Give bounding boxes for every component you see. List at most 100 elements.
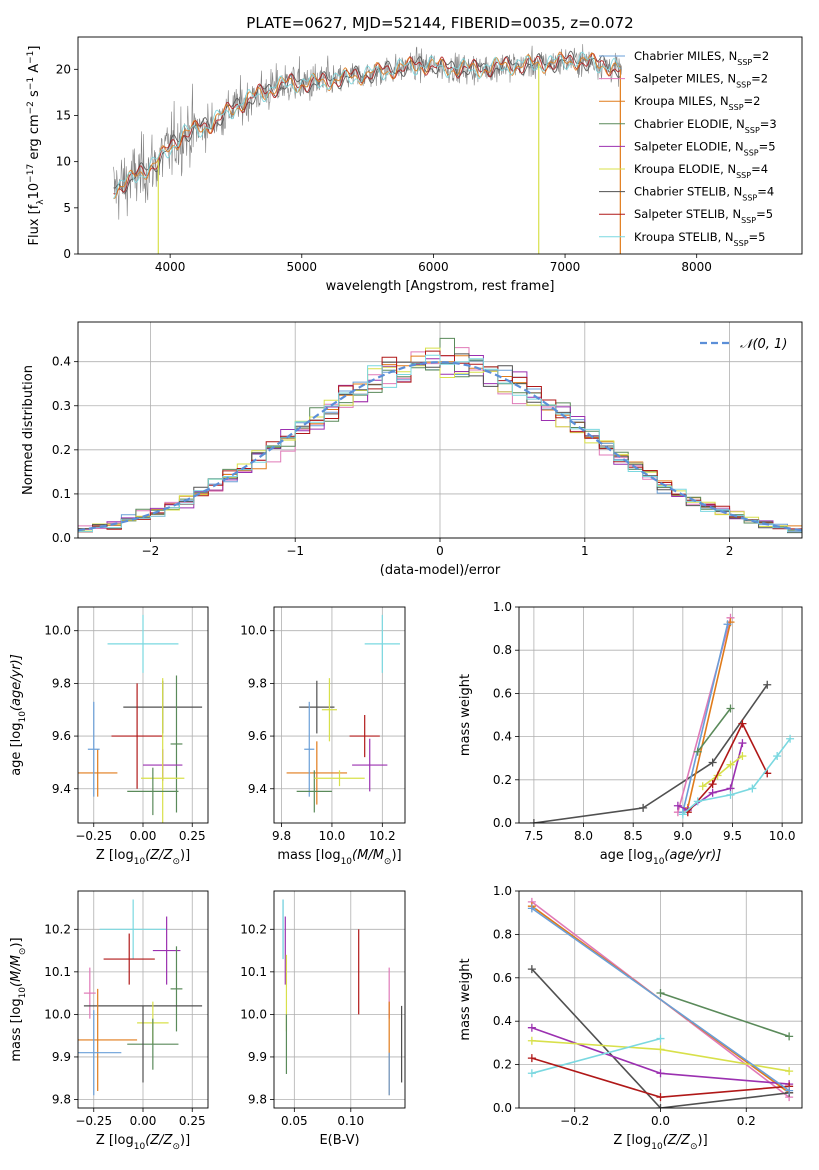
weight-marker [693,747,702,756]
axes-frame [77,890,209,1109]
x-axis-label: age [log10(age/yr)] [600,848,722,867]
legend-label: Salpeter STELIB, NSSP=5 [634,207,773,225]
y-tick-label: 10.0 [240,1007,267,1021]
y-axis-label: Flux [fλ10−17 erg cm−2 s−1 A−1] [26,46,46,246]
weight-line [531,1037,661,1075]
weight-marker [748,784,757,793]
y-axis-label: mass weight [458,674,473,756]
y-tick-label: 0.2 [493,1058,512,1072]
y-tick-label: 10.2 [240,922,267,936]
x-tick-label: 0.0 [651,1114,670,1128]
y-tick-label: 0.0 [493,816,512,830]
y-tick-label: 9.4 [52,782,71,796]
axes-age_Z: −0.25 0.00 0.25 9.4 9.6 9.8 10.0 Z [log10(Z/Z⊙)… [9,606,209,867]
weight-marker [785,1086,794,1095]
y-tick-label: 0.8 [493,927,512,941]
weight-marker [527,1036,536,1045]
y-tick-label: 0.4 [493,1014,512,1028]
legend: Chabrier MILES, NSSP=2 Salpeter MILES, NS… [599,49,777,247]
y-axis-label: age [log10(age/yr)] [9,654,28,776]
error-bars [78,899,203,1096]
y-tick-label: 20 [56,62,71,76]
y-tick-label: 10 [56,155,71,169]
weight-marker [529,819,538,823]
y-tick-label: 9.6 [52,729,71,743]
y-tick-label: 9.8 [248,1092,267,1106]
y-tick-label: 10.0 [44,1007,71,1021]
weight-line [682,738,791,816]
weight-marker [738,752,747,761]
y-tick-label: 5 [63,201,71,215]
legend-label: Chabrier MILES, NSSP=2 [634,49,769,67]
x-axis-label: mass [log10(M/M⊙)] [277,848,401,867]
weight-marker [673,801,682,810]
weight-marker [693,797,702,806]
legend-label: Salpeter ELODIE, NSSP=5 [634,139,776,157]
x-tick-label: −0.2 [560,1114,589,1128]
y-tick-label: 9.9 [248,1050,267,1064]
y-tick-label: 0.0 [52,531,71,545]
legend-label: Kroupa STELIB, NSSP=5 [634,230,765,248]
y-tick-label: 0.4 [52,355,71,369]
y-tick-label: 9.6 [248,729,267,743]
y-tick-label: 0.2 [52,443,71,457]
histogram-series [78,350,802,533]
weight-marker [785,1032,794,1041]
weight-marker [708,788,717,797]
weight-marker [656,1104,665,1108]
axes-frame [518,606,803,824]
y-tick-label: 9.8 [52,676,71,690]
y-tick-label: 10.1 [240,965,267,979]
y-tick-label: 15 [56,108,71,122]
histogram-series [78,354,802,533]
weight-marker [656,1045,665,1054]
weight-marker [738,739,747,748]
legend-label: Salpeter MILES, NSSP=2 [634,72,768,90]
axes-mass_Z: −0.25 0.00 0.25 9.8 9.9 10.0 10.1 10.2 Z [log10(… [9,890,209,1152]
y-tick-label: 0.3 [52,399,71,413]
y-tick-label: 1.0 [493,884,512,898]
x-tick-label: 7000 [550,260,581,274]
x-tick-label: 2 [726,544,734,558]
x-tick-label: 0.00 [130,829,157,843]
gaussian-curve [78,360,802,532]
x-tick-label: 4000 [155,260,186,274]
weight-marker [656,1069,665,1078]
y-tick-label: 10.0 [44,624,71,638]
weight-marker [527,965,536,974]
weight-marker [726,760,735,769]
x-tick-label: 0.05 [281,1114,308,1128]
y-axis-label: Normed distribution [21,365,36,495]
weight-marker [708,758,717,767]
weight-marker [708,780,717,789]
weight-marker [527,1069,536,1078]
x-tick-label: −2 [142,544,160,558]
y-tick-label: 9.4 [248,782,267,796]
y-tick-label: 10.1 [44,965,71,979]
x-tick-label: 9.5 [723,829,742,843]
legend-label: Chabrier STELIB, NSSP=4 [634,185,774,203]
model-spectrum [113,51,621,199]
axes-mw_age: 7.5 8.0 8.5 9.0 9.5 10.0 0.0 0.2 0.4 0.6 0.8 1.0 age… [458,600,803,867]
x-tick-label: 8000 [681,260,712,274]
axes-frame [77,606,209,824]
axes-frame [273,606,406,824]
model-spectrum [113,52,621,195]
x-axis-label: Z [log10(Z/Z⊙)] [96,848,190,867]
axes-frame [77,321,803,539]
y-tick-label: 0.4 [493,730,512,744]
y-tick-label: 0.0 [493,1101,512,1115]
y-tick-label: 0.1 [52,487,71,501]
legend-label: Kroupa ELODIE, NSSP=4 [634,162,768,180]
y-tick-label: 0.6 [493,686,512,700]
axes-age_mass: 9.8 10.0 10.2 9.4 9.6 9.8 10.0 mass [log10(M/M⊙… [240,606,406,867]
x-tick-label: 6000 [418,260,449,274]
x-tick-label: 8.5 [624,829,643,843]
x-tick-label: 5000 [287,260,318,274]
x-tick-label: 0.25 [179,829,206,843]
weight-marker [639,803,648,812]
weight-marker [527,1054,536,1063]
axes-frame [77,36,803,255]
axes-frame [273,890,406,1109]
